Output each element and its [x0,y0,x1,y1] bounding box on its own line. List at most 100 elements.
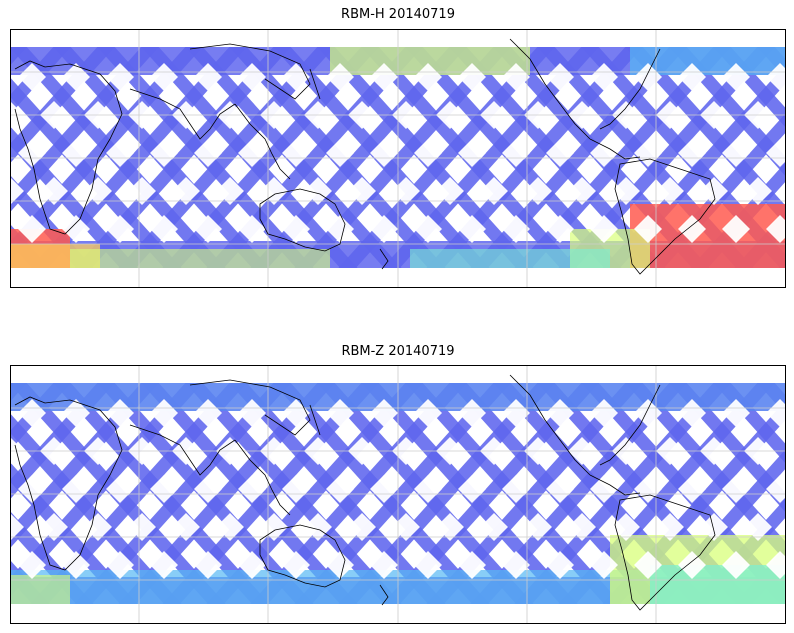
coverage-gap [370,63,398,91]
coverage-gap [590,399,618,427]
panel-title-rbm-z: RBM-Z 20140719 [341,344,455,359]
coverage-gap [414,215,442,243]
coverage-gap [590,63,618,91]
coverage-gap [326,215,354,243]
coverage-gap [370,399,398,427]
coverage-gap [546,139,574,167]
coastline [599,48,661,130]
coverage-gap [414,399,442,427]
coverage-gap [62,139,90,167]
coverage-gap [722,399,750,427]
coverage-gap [282,139,310,167]
coverage-gap [194,63,222,91]
coverage-gap [18,215,46,243]
panel-title-rbm-h: RBM-H 20140719 [341,7,455,22]
coverage-gap [634,475,662,503]
coverage-gap [106,399,134,427]
coverage-gap [458,475,486,503]
map-frame [10,29,786,288]
coverage-gap [194,399,222,427]
coverage-gap [612,177,640,205]
coverage-gap [700,513,728,541]
coverage-gap [502,215,530,243]
coverage-gap [282,215,310,243]
coverage-gap [194,475,222,503]
coastline [379,248,389,270]
coverage-gap [678,551,706,579]
coverage-gap [766,551,786,579]
coastline [309,68,321,100]
coverage-gap [546,63,574,91]
coverage-gap [150,551,178,579]
coverage-gap [194,139,222,167]
coverage-gap [656,513,684,541]
coastline [234,439,291,516]
coverage-gap [502,551,530,579]
coverage-gap [392,177,420,205]
coverage-gap [282,475,310,503]
coverage-gap [634,399,662,427]
coverage-gap [590,139,618,167]
coverage-gap [150,475,178,503]
coverage-gap [370,215,398,243]
coverage-gap [612,513,640,541]
coverage-gap [502,399,530,427]
coverage-gap [128,177,156,205]
coverage-gap [62,215,90,243]
ground-track [713,383,786,464]
coverage-gap [18,475,46,503]
coverage-gap [194,215,222,243]
coastline [589,474,641,496]
coastline [259,188,346,252]
coverage-gap [84,177,112,205]
coverage-gap [568,177,596,205]
coverage-gap [634,215,662,243]
coverage-gap [238,139,266,167]
coverage-gap [40,177,68,205]
coverage-gap [84,513,112,541]
coverage-gap [216,177,244,205]
coastline [614,158,716,275]
coverage-gap [62,551,90,579]
coverage-gap [414,551,442,579]
coverage-gap [370,551,398,579]
coverage-gap [436,513,464,541]
coverage-gap [436,177,464,205]
coverage-gap [458,63,486,91]
coverage-gap [216,513,244,541]
value-patch [650,565,786,604]
coverage-gap [282,551,310,579]
coverage-gap [238,63,266,91]
coverage-gap [502,63,530,91]
coverage-gap [678,63,706,91]
coverage-gap [722,551,750,579]
coastline [189,379,311,436]
coverage-gap [546,475,574,503]
coastline [589,138,641,160]
coverage-gap [524,513,552,541]
coverage-gap [172,513,200,541]
coverage-gap [678,399,706,427]
coverage-gap [590,215,618,243]
coverage-gap [524,177,552,205]
coastlines [14,38,716,275]
coverage-gap [502,475,530,503]
coverage-gap [458,551,486,579]
coverage-gap [458,215,486,243]
coverage-gap [546,551,574,579]
coastline [14,396,123,571]
ground-track [713,47,786,128]
coverage-gap [150,139,178,167]
coverage-gap [238,215,266,243]
coverage-gap [106,139,134,167]
coastline [129,424,236,476]
coverage-gap [634,63,662,91]
coverage-gap [546,399,574,427]
coverage-gap [766,475,786,503]
coverage-gap [590,551,618,579]
coverage-gap [194,551,222,579]
coverage-gap [150,399,178,427]
coverage-gap [458,139,486,167]
coverage-gap [238,475,266,503]
coverage-gap [700,177,728,205]
